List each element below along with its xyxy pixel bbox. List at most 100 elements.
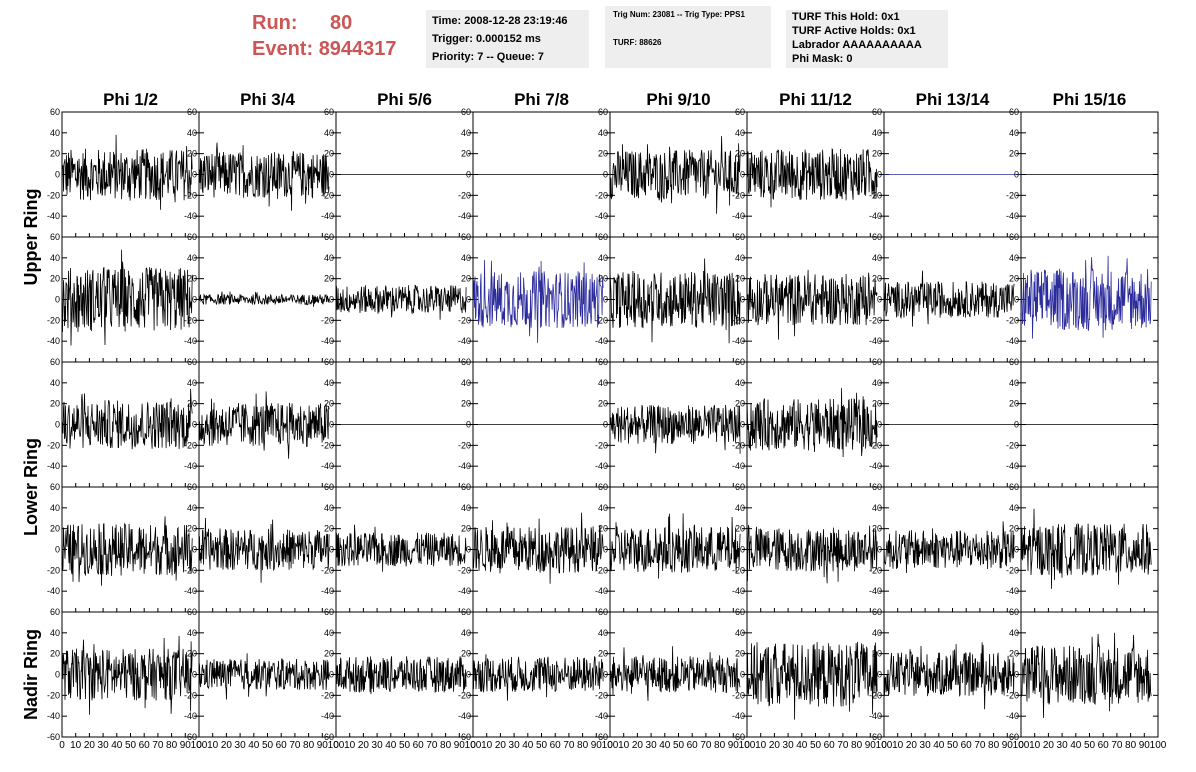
event-value: 8944317 [318,38,397,60]
x-tick-label: 80 [1125,740,1137,751]
y-tick-label: 40 [461,378,471,388]
y-tick-label: -20 [732,190,745,200]
y-tick-label: 20 [1009,149,1019,159]
x-tick-label: 0 [1018,740,1024,751]
y-tick-label: 0 [1014,670,1019,680]
run-label: Run: [252,12,298,34]
y-tick-label: 20 [598,399,608,409]
y-tick-label: -40 [47,336,60,346]
y-tick-label: 20 [598,149,608,159]
y-tick-label: -40 [732,211,745,221]
x-tick-label: 60 [687,740,699,751]
x-tick-label: 0 [59,740,65,751]
waveform-trace [883,270,1015,327]
y-tick-label: 60 [50,232,60,242]
y-tick-label: 40 [461,503,471,513]
y-tick-label: 20 [324,649,334,659]
column-title: Phi 13/14 [916,90,990,109]
x-tick-label: 0 [881,740,887,751]
y-tick-label: 20 [50,274,60,284]
x-tick-label: 100 [1013,740,1030,751]
y-tick-label: -20 [321,690,334,700]
waveform-trace [198,291,330,307]
x-tick-label: 50 [262,740,274,751]
y-tick-label: 60 [735,232,745,242]
x-tick-label: 30 [98,740,110,751]
y-tick-label: 0 [466,170,471,180]
y-tick-label: 40 [1009,378,1019,388]
x-tick-label: 60 [550,740,562,751]
y-tick-label: 0 [192,545,197,555]
y-tick-label: 20 [872,399,882,409]
y-tick-label: 60 [1009,357,1019,367]
y-tick-label: 40 [735,128,745,138]
y-tick-label: 20 [735,524,745,534]
y-tick-label: 20 [324,274,334,284]
y-tick-label: 20 [461,524,471,534]
column-title: Phi 15/16 [1053,90,1127,109]
y-tick-label: -60 [732,732,745,742]
y-tick-label: 60 [461,607,471,617]
y-tick-label: 0 [740,670,745,680]
y-tick-label: 0 [603,420,608,430]
y-tick-label: -20 [458,440,471,450]
y-tick-label: -40 [1006,586,1019,596]
y-tick-label: 0 [877,670,882,680]
y-tick-label: 20 [872,149,882,159]
waveform-trace [746,388,878,458]
y-tick-label: 20 [50,149,60,159]
x-tick-label: 50 [673,740,685,751]
x-tick-label: 80 [851,740,863,751]
y-tick-label: 60 [324,482,334,492]
y-tick-label: -20 [595,690,608,700]
x-tick-label: 70 [700,740,712,751]
x-tick-label: 40 [933,740,945,751]
y-tick-label: 40 [735,378,745,388]
y-tick-label: 40 [50,628,60,638]
waveform-trace [61,635,193,715]
y-tick-label: 40 [187,378,197,388]
x-tick-label: 20 [495,740,507,751]
x-tick-label: 70 [837,740,849,751]
y-tick-label: -40 [184,711,197,721]
column-title: Phi 9/10 [646,90,710,109]
time-info-box: Time: 2008-12-28 23:19:46 Trigger: 0.000… [426,10,589,68]
y-tick-label: -20 [458,690,471,700]
x-tick-label: 10 [755,740,767,751]
column-title: Phi 3/4 [240,90,295,109]
y-tick-label: 40 [735,503,745,513]
panel-frame [609,111,748,238]
y-tick-label: 0 [877,295,882,305]
y-tick-label: 60 [187,607,197,617]
x-tick-label: 90 [317,740,329,751]
y-tick-label: -40 [458,461,471,471]
y-tick-label: -20 [1006,565,1019,575]
x-tick-label: 100 [465,740,482,751]
y-tick-label: 0 [1014,295,1019,305]
y-tick-label: -40 [1006,711,1019,721]
y-tick-label: -40 [321,336,334,346]
y-tick-label: -20 [184,315,197,325]
y-tick-label: 0 [603,545,608,555]
x-tick-label: 20 [769,740,781,751]
x-tick-label: 20 [84,740,96,751]
x-tick-label: 0 [744,740,750,751]
y-tick-label: 0 [877,170,882,180]
x-tick-label: 100 [602,740,619,751]
y-tick-label: 0 [55,545,60,555]
y-tick-label: 60 [598,107,608,117]
y-tick-label: 20 [1009,274,1019,284]
panel-frame [198,111,337,238]
y-tick-label: 0 [192,295,197,305]
waveform-trace [883,521,1015,574]
y-tick-label: -60 [1006,732,1019,742]
y-tick-label: 20 [187,524,197,534]
y-tick-label: 40 [324,378,334,388]
y-tick-label: -40 [869,211,882,221]
y-tick-label: 60 [461,482,471,492]
y-tick-label: 0 [192,420,197,430]
x-tick-label: 70 [1111,740,1123,751]
y-tick-label: 40 [598,628,608,638]
y-tick-label: -20 [1006,190,1019,200]
x-tick-label: 80 [714,740,726,751]
